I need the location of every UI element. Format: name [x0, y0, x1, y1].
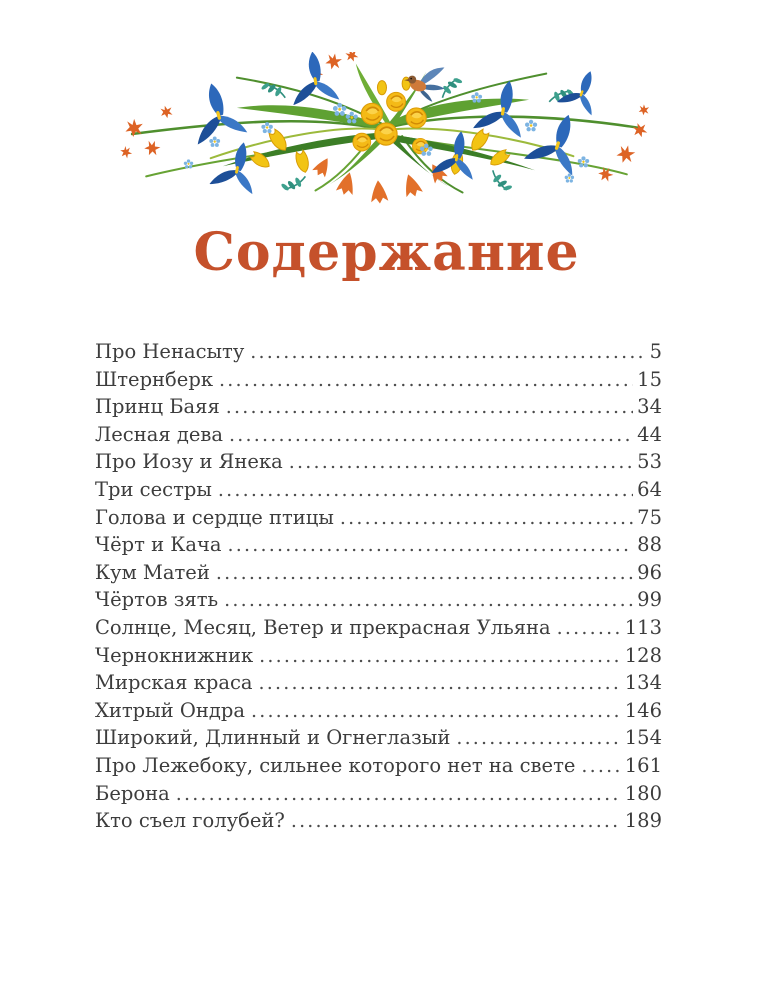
floral-header-ornament — [118, 52, 650, 205]
toc-leader-dots — [289, 448, 633, 477]
toc-entry: Солнце, Месяц, Ветер и прекрасная Ульяна… — [95, 614, 662, 642]
toc-entry: Хитрый Ондра 146 — [95, 697, 662, 725]
toc-entry-page: 134 — [624, 671, 662, 695]
toc-entry: Чернокнижник 128 — [95, 642, 662, 670]
toc-entry: Про Лежебоку, сильнее которого нет на св… — [95, 752, 662, 780]
toc-entry-title: Кум Матей — [95, 560, 210, 584]
toc-entry: Чёртов зять 99 — [95, 586, 662, 614]
toc-entry-page: 96 — [637, 560, 662, 584]
toc-leader-dots — [259, 669, 621, 698]
toc-entry-title: Чёртов зять — [95, 588, 219, 612]
toc-entry-title: Чернокнижник — [95, 643, 254, 667]
toc-leader-dots — [216, 559, 633, 588]
toc-entry: Чёрт и Кача 88 — [95, 531, 662, 559]
toc-leader-dots — [259, 642, 621, 671]
toc-entry-title: Лесная дева — [95, 422, 224, 446]
toc-leader-dots — [224, 586, 633, 615]
toc-leader-dots — [176, 780, 621, 809]
toc-entry-page: 189 — [624, 809, 662, 833]
toc-entry-page: 154 — [624, 726, 662, 750]
toc-entry: Про Иозу и Янека 53 — [95, 448, 662, 476]
toc-entry-title: Хитрый Ондра — [95, 698, 245, 722]
toc-entry-page: 5 — [649, 340, 662, 363]
toc-entry-page: 44 — [637, 422, 662, 446]
toc-entry: Кум Матей 96 — [95, 559, 662, 587]
toc-entry-title: Про Иозу и Янека — [95, 450, 283, 474]
toc-entry-title: Широкий, Длинный и Огнеглазый — [95, 726, 451, 750]
toc-entry-title: Штернберк — [95, 367, 214, 391]
toc-entry-page: 128 — [624, 643, 662, 667]
toc-entry-page: 161 — [624, 753, 662, 777]
toc-entry-page: 146 — [624, 698, 662, 722]
toc-entry-title: Берона — [95, 781, 170, 805]
toc-leader-dots — [340, 504, 633, 533]
toc-entry-page: 15 — [637, 367, 662, 391]
toc-entry: Голова и сердце птицы 75 — [95, 504, 662, 532]
toc-entry-page: 64 — [637, 477, 662, 501]
bird-icon — [404, 67, 445, 102]
toc-entry: Три сестры 64 — [95, 476, 662, 504]
toc-leader-dots — [557, 614, 621, 643]
toc-entry-page: 99 — [637, 588, 662, 612]
toc-entry-title: Про Лежебоку, сильнее которого нет на св… — [95, 753, 576, 777]
toc-list: Про Ненасыту 5 Штернберк 15 Принц Баяя 3… — [95, 338, 662, 835]
toc-entry-page: 88 — [637, 533, 662, 557]
toc-entry: Принц Баяя 34 — [95, 393, 662, 421]
toc-leader-dots — [251, 697, 621, 726]
toc-entry-title: Три сестры — [95, 477, 212, 501]
toc-entry-title: Чёрт и Кача — [95, 533, 222, 557]
toc-entry-title: Солнце, Месяц, Ветер и прекрасная Ульяна — [95, 615, 551, 639]
toc-entry: Берона 180 — [95, 780, 662, 808]
rose-flowers — [352, 76, 429, 155]
toc-entry-title: Принц Баяя — [95, 395, 220, 419]
toc-entry-title: Кто съел голубей? — [95, 809, 285, 833]
toc-leader-dots — [226, 393, 633, 422]
toc-entry-title: Про Ненасыту — [95, 340, 245, 363]
toc-leader-dots — [456, 724, 620, 753]
toc-entry-page: 113 — [624, 615, 662, 639]
toc-leader-dots — [250, 338, 645, 367]
toc-entry-title: Мирская краса — [95, 671, 253, 695]
toc-entry: Штернберк 15 — [95, 366, 662, 394]
toc-entry: Мирская краса 134 — [95, 669, 662, 697]
toc-leader-dots — [581, 752, 620, 781]
toc-entry: Про Ненасыту 5 — [95, 338, 662, 366]
page-title: Содержание — [193, 222, 580, 283]
toc-entry: Лесная дева 44 — [95, 421, 662, 449]
toc-leader-dots — [218, 476, 633, 505]
toc-leader-dots — [291, 807, 621, 836]
toc-entry-page: 75 — [637, 505, 662, 529]
toc-leader-dots — [219, 366, 633, 395]
toc-entry-page: 180 — [624, 781, 662, 805]
toc-leader-dots — [229, 421, 633, 450]
toc-entry-page: 53 — [637, 450, 662, 474]
toc-leader-dots — [228, 531, 634, 560]
toc-entry: Кто съел голубей? 189 — [95, 807, 662, 835]
toc-entry: Широкий, Длинный и Огнеглазый 154 — [95, 724, 662, 752]
toc-entry-page: 34 — [637, 395, 662, 419]
toc-entry-title: Голова и сердце птицы — [95, 505, 334, 529]
